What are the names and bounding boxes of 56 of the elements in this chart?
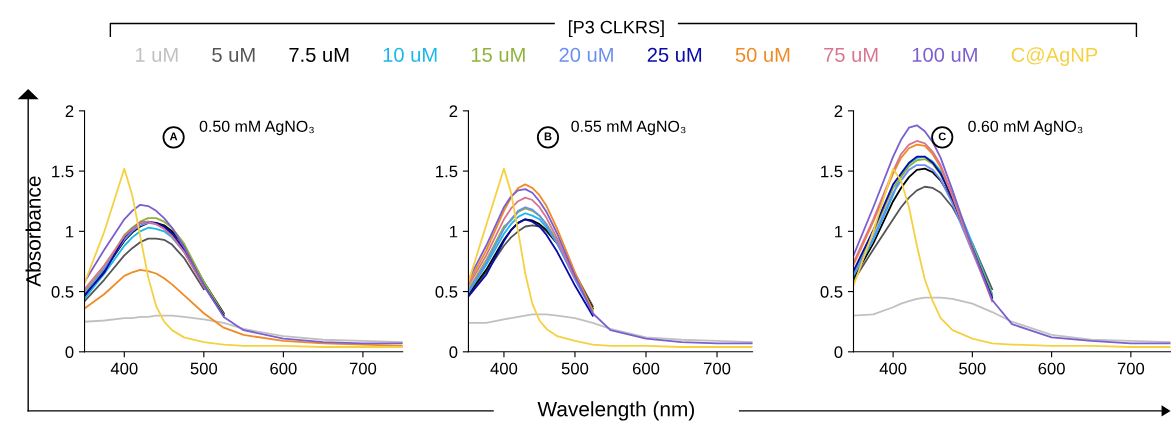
x-tick-label: 400 — [490, 362, 518, 375]
text: 100 uM — [912, 47, 977, 62]
y-tick-label: 0 — [834, 346, 843, 359]
y-tick-label: 2 — [449, 105, 458, 117]
x-tick-label: 500 — [561, 362, 589, 375]
line-series — [84, 268, 403, 347]
x-tick-label: 500 — [959, 362, 986, 375]
annotation: 0.55 mM AgNO₃ — [571, 120, 686, 136]
text: 25 uM — [647, 47, 702, 62]
x-tick-label: 700 — [1117, 362, 1145, 375]
y-tick-label: 0 — [449, 346, 458, 359]
x-tick-label: 600 — [270, 362, 297, 375]
text: C@AgNP — [1011, 47, 1098, 66]
y-tick-label: 0 — [65, 346, 74, 359]
text: 5 uM — [212, 47, 255, 62]
annotation: 0.50 mM AgNO₃ — [199, 120, 314, 136]
line-series — [468, 196, 576, 287]
x-tick-label: 700 — [703, 362, 731, 375]
y-tick-label: 2 — [834, 105, 843, 117]
annotation: C — [938, 132, 946, 141]
x-tick-label: 400 — [110, 362, 138, 375]
y-tick-label: 1.5 — [821, 165, 843, 178]
y-tick-label: 1.5 — [52, 165, 74, 178]
annotation: 0.60 mM AgNO₃ — [968, 120, 1083, 136]
line-series — [853, 296, 1171, 344]
annotation: B — [544, 132, 552, 141]
x-tick-label: 700 — [349, 362, 377, 375]
x-tick-label: 500 — [190, 362, 218, 375]
x-axis-title: Wavelength (nm) — [537, 401, 694, 421]
y-tick-label: 1 — [450, 225, 458, 238]
line-series — [853, 167, 1171, 348]
y-tick-label: 1 — [66, 225, 74, 238]
y-tick-label: 0.5 — [435, 285, 458, 298]
x-tick-label: 600 — [632, 362, 660, 375]
line-series — [84, 203, 403, 345]
text: 7.5 uM — [289, 47, 349, 62]
y-tick-label: 0.5 — [820, 285, 843, 298]
annotation: A — [169, 132, 178, 141]
y-tick-label: 1.5 — [436, 165, 458, 178]
y-tick-label: 0.5 — [51, 285, 74, 298]
line-series — [468, 313, 753, 344]
y-tick-label: 2 — [65, 105, 74, 117]
text: 15 uM — [471, 47, 525, 62]
text: 50 uM — [735, 47, 790, 62]
line-series — [84, 314, 403, 344]
text: 75 uM — [824, 47, 878, 62]
text: 10 uM — [383, 47, 437, 62]
y-tick-label: 1 — [835, 225, 843, 238]
legend-title: [P3 CLKRS] — [568, 20, 664, 38]
y-axis-title: Absorbance — [25, 176, 41, 287]
x-tick-label: 600 — [1038, 362, 1065, 375]
x-tick-label: 400 — [879, 362, 907, 375]
text: 1 uM — [135, 47, 178, 62]
line-series — [84, 167, 403, 348]
line-series — [84, 237, 205, 303]
text: 20 uM — [559, 47, 613, 62]
